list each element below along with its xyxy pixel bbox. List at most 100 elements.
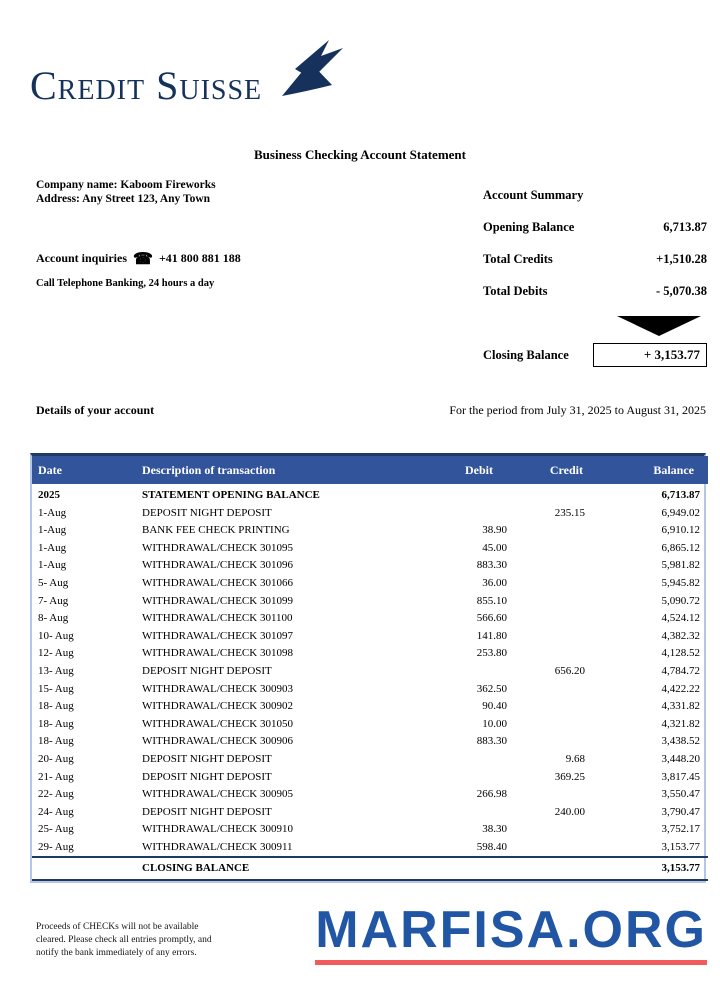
cell-credit bbox=[507, 716, 587, 734]
cell-credit: 235.15 bbox=[554, 506, 585, 519]
cell-debit: 883.30 bbox=[476, 735, 507, 748]
table-header-row: Date Description of transaction Debit Cr… bbox=[32, 456, 708, 484]
cell-balance: 3,790.47 bbox=[661, 805, 701, 818]
table-row: 29- Aug WITHDRAWAL/CHECK 300911 598.40 3… bbox=[32, 839, 708, 858]
closing-balance-label: Closing Balance bbox=[483, 347, 569, 362]
cell-description: WITHDRAWAL/CHECK 300905 bbox=[142, 788, 293, 801]
cell-balance: 4,382.32 bbox=[661, 629, 701, 642]
cell-balance: 3,752.17 bbox=[661, 823, 701, 836]
cell-debit bbox=[407, 505, 507, 523]
cell-date: 25- Aug bbox=[38, 823, 74, 836]
cell-balance: 3,438.52 bbox=[661, 735, 701, 748]
cell-description: WITHDRAWAL/CHECK 301066 bbox=[142, 576, 293, 589]
table-row: 20- Aug DEPOSIT NIGHT DEPOSIT 9.68 3,448… bbox=[32, 751, 708, 769]
cell-balance: 4,331.82 bbox=[661, 700, 701, 713]
phone-number: +41 800 881 188 bbox=[158, 251, 241, 265]
disclaimer-line: notify the bank immediately of any error… bbox=[36, 948, 197, 958]
cell-debit: 36.00 bbox=[482, 576, 507, 589]
cell-debit: 362.50 bbox=[476, 682, 507, 695]
cell-description: WITHDRAWAL/CHECK 300910 bbox=[142, 823, 293, 836]
cell-credit bbox=[507, 575, 587, 593]
cell-description: WITHDRAWAL/CHECK 301099 bbox=[142, 594, 293, 607]
cell-description: DEPOSIT NIGHT DEPOSIT bbox=[142, 506, 272, 519]
table-row: 18- Aug WITHDRAWAL/CHECK 300902 90.40 4,… bbox=[32, 698, 708, 716]
cell-credit: 9.68 bbox=[565, 752, 585, 765]
closing-row-balance: 3,153.77 bbox=[587, 856, 708, 882]
cell-date: 10- Aug bbox=[38, 629, 74, 642]
transactions-body: 2025 STATEMENT OPENING BALANCE 6,713.87 … bbox=[32, 484, 708, 857]
transactions-table: Date Description of transaction Debit Cr… bbox=[32, 456, 708, 882]
table-row: 2025 STATEMENT OPENING BALANCE 6,713.87 bbox=[32, 484, 708, 505]
cell-credit: 369.25 bbox=[554, 770, 585, 783]
column-header-balance: Balance bbox=[587, 456, 708, 484]
table-row: 15- Aug WITHDRAWAL/CHECK 300903 362.50 4… bbox=[32, 681, 708, 699]
cell-credit: 240.00 bbox=[554, 805, 585, 818]
cell-description: WITHDRAWAL/CHECK 300906 bbox=[142, 735, 293, 748]
cell-date: 5- Aug bbox=[38, 576, 69, 589]
company-address-line: Address: Any Street 123, Any Town bbox=[36, 192, 211, 205]
table-row: 18- Aug WITHDRAWAL/CHECK 301050 10.00 4,… bbox=[32, 716, 708, 734]
cell-date: 8- Aug bbox=[38, 612, 69, 625]
cell-credit bbox=[507, 821, 587, 839]
cell-balance: 5,981.82 bbox=[661, 559, 701, 572]
cell-debit: 45.00 bbox=[482, 541, 507, 554]
cell-date: 21- Aug bbox=[38, 770, 74, 783]
cell-description: DEPOSIT NIGHT DEPOSIT bbox=[142, 805, 272, 818]
table-row: 7- Aug WITHDRAWAL/CHECK 301099 855.10 5,… bbox=[32, 593, 708, 611]
cell-date: 22- Aug bbox=[38, 788, 74, 801]
opening-balance-value: 6,713.87 bbox=[663, 220, 707, 234]
cell-debit: 566.60 bbox=[476, 612, 507, 625]
account-summary: Account Summary Opening Balance 6,713.87… bbox=[483, 188, 707, 367]
cell-date: 29- Aug bbox=[38, 840, 74, 853]
cell-credit: 656.20 bbox=[554, 664, 585, 677]
cell-balance: 3,550.47 bbox=[661, 788, 701, 801]
cell-debit: 10.00 bbox=[482, 717, 507, 730]
cell-description: DEPOSIT NIGHT DEPOSIT bbox=[142, 664, 272, 677]
statement-period: For the period from July 31, 2025 to Aug… bbox=[449, 403, 706, 417]
table-row: 1-Aug WITHDRAWAL/CHECK 301096 883.30 5,9… bbox=[32, 557, 708, 575]
cell-description: BANK FEE CHECK PRINTING bbox=[142, 524, 290, 537]
cell-date: 1-Aug bbox=[38, 506, 67, 519]
account-inquiries-line: Account inquiries ☎ +41 800 881 188 bbox=[36, 249, 241, 269]
column-header-debit: Debit bbox=[407, 456, 507, 484]
cell-date: 13- Aug bbox=[38, 664, 74, 677]
cell-date: 15- Aug bbox=[38, 682, 74, 695]
total-debits-value: - 5,070.38 bbox=[655, 284, 707, 298]
total-credits-value: +1,510.28 bbox=[656, 252, 707, 266]
cell-credit bbox=[507, 681, 587, 699]
closing-balance-value: + 3,153.77 bbox=[593, 343, 707, 367]
cell-credit bbox=[507, 610, 587, 628]
cell-debit bbox=[407, 484, 507, 505]
cell-debit bbox=[407, 769, 507, 787]
company-name-line: Company name: Kaboom Fireworks bbox=[36, 179, 216, 191]
cell-debit bbox=[407, 751, 507, 769]
cell-balance: 4,321.82 bbox=[661, 717, 701, 730]
company-info: Company name: Kaboom Fireworks Address: … bbox=[36, 179, 216, 206]
details-heading: Details of your account bbox=[36, 403, 155, 417]
transactions-table-frame: Date Description of transaction Debit Cr… bbox=[30, 453, 708, 884]
cell-credit bbox=[507, 645, 587, 663]
cell-balance: 4,422.22 bbox=[661, 682, 701, 695]
cell-debit: 266.98 bbox=[476, 788, 507, 801]
cell-credit bbox=[507, 540, 587, 558]
table-row: 22- Aug WITHDRAWAL/CHECK 300905 266.98 3… bbox=[32, 786, 708, 804]
table-row: 13- Aug DEPOSIT NIGHT DEPOSIT 656.20 4,7… bbox=[32, 663, 708, 681]
cell-credit bbox=[507, 593, 587, 611]
cell-date: 20- Aug bbox=[38, 752, 74, 765]
cell-balance: 3,153.77 bbox=[661, 840, 701, 853]
table-row: 21- Aug DEPOSIT NIGHT DEPOSIT 369.25 3,8… bbox=[32, 769, 708, 787]
arrow-down-icon bbox=[617, 316, 701, 336]
telephone-banking-line: Call Telephone Banking, 24 hours a day bbox=[36, 278, 215, 289]
cell-debit: 855.10 bbox=[476, 594, 507, 607]
details-header-row: Details of your account For the period f… bbox=[36, 403, 706, 418]
summary-row-debits: Total Debits - 5,070.38 bbox=[483, 284, 707, 299]
cell-description: WITHDRAWAL/CHECK 301098 bbox=[142, 647, 293, 660]
cell-description: DEPOSIT NIGHT DEPOSIT bbox=[142, 752, 272, 765]
marfisa-watermark-light: MA bbox=[315, 901, 401, 959]
table-row: 1-Aug BANK FEE CHECK PRINTING 38.90 6,91… bbox=[32, 522, 708, 540]
cell-date: 2025 bbox=[38, 489, 60, 501]
cell-date: 7- Aug bbox=[38, 594, 69, 607]
cell-balance: 6,865.12 bbox=[661, 541, 701, 554]
cell-debit: 253.80 bbox=[476, 647, 507, 660]
account-inquiries-label: Account inquiries bbox=[36, 251, 128, 265]
